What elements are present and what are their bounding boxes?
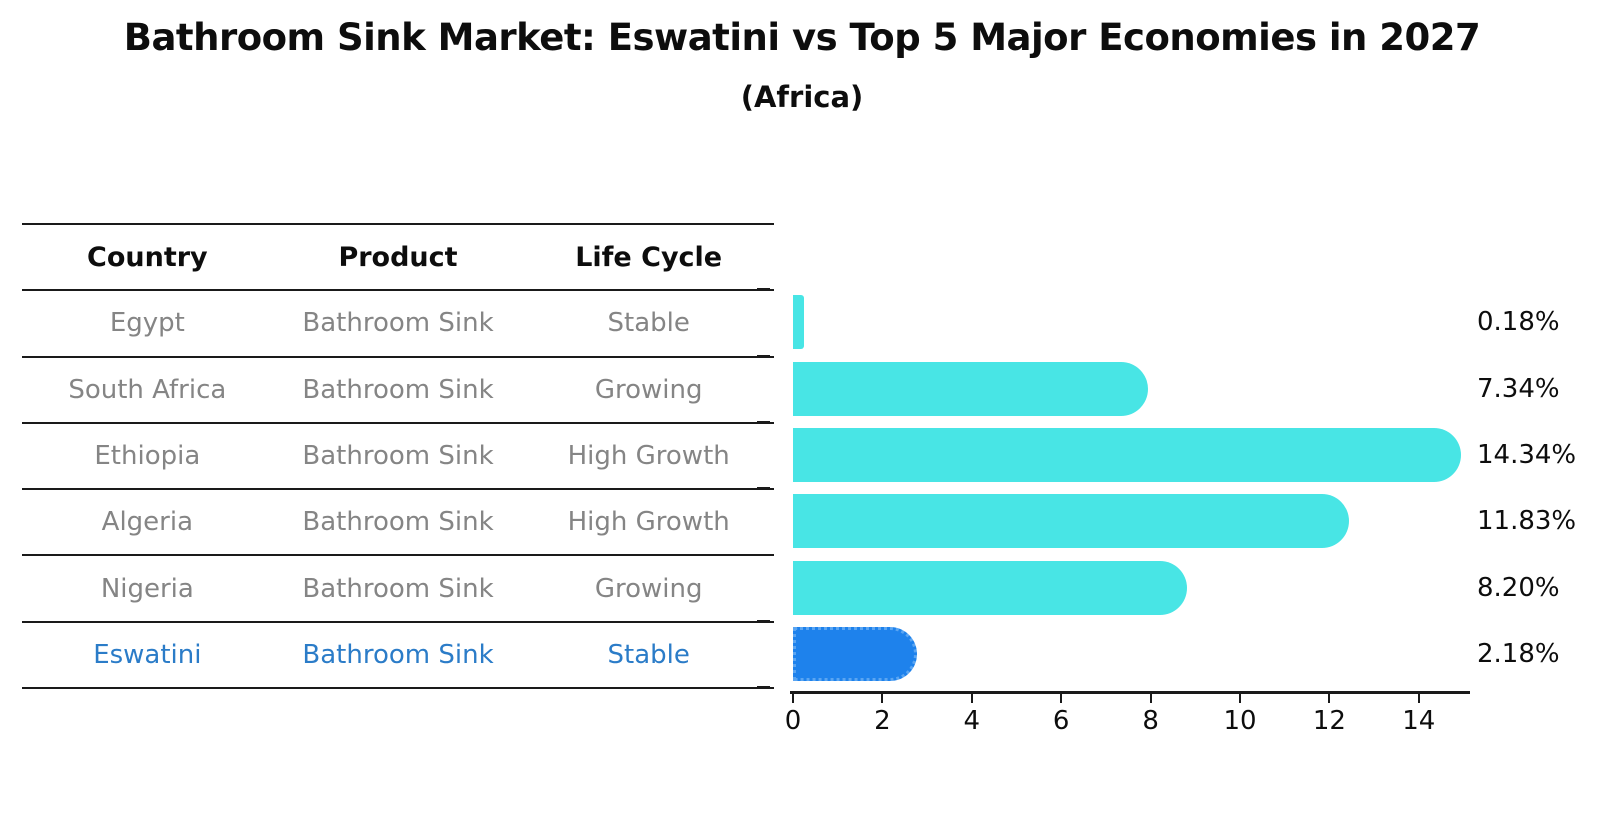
cell-product: Bathroom Sink — [302, 308, 494, 339]
x-tick-2 — [881, 694, 884, 703]
cell-life-cycle: Stable — [607, 308, 690, 339]
bar-nigeria — [793, 560, 1187, 615]
table-body: Egypt Bathroom Sink Stable South Africa Bath… — [22, 291, 774, 690]
x-tick-label-10: 10 — [1223, 706, 1257, 736]
column-header-country: Country — [87, 241, 208, 273]
x-tick-12 — [1328, 694, 1331, 703]
bar-eswatini — [793, 626, 918, 681]
x-tick-label-8: 8 — [1142, 706, 1159, 736]
cell-country: Eswatini — [93, 639, 202, 670]
x-tick-label-2: 2 — [874, 706, 891, 736]
x-tick-14 — [1417, 694, 1420, 703]
cell-product: Bathroom Sink — [302, 441, 494, 472]
y-tick — [757, 420, 770, 423]
bar-ethiopia — [793, 428, 1461, 483]
value-label-eswatini: 2.18% — [1477, 638, 1560, 669]
cell-country: Egypt — [109, 308, 185, 339]
x-tick-label-12: 12 — [1312, 706, 1346, 736]
column-header-life-cycle: Life Cycle — [575, 241, 723, 273]
page-title: Bathroom Sink Market: Eswatini vs Top 5 … — [123, 16, 1481, 59]
value-label-algeria: 11.83% — [1477, 506, 1577, 537]
cell-product: Bathroom Sink — [302, 573, 494, 604]
column-header-product: Product — [338, 241, 458, 273]
cell-life-cycle: High Growth — [567, 507, 730, 538]
x-tick-6 — [1060, 694, 1063, 703]
value-label-egypt: 0.18% — [1477, 307, 1560, 338]
x-tick-8 — [1149, 694, 1152, 703]
x-tick-10 — [1239, 694, 1241, 703]
comparison-table: Country Product Life Cycle Egypt Bathroom S… — [22, 223, 774, 690]
cell-country: Algeria — [101, 507, 194, 538]
bar-egypt — [793, 295, 805, 350]
value-label-ethiopia: 14.34% — [1477, 440, 1577, 471]
y-tick — [757, 288, 770, 291]
y-tick — [757, 354, 770, 357]
x-tick-label-0: 0 — [784, 706, 802, 736]
table-row-eswatini: Eswatini Bathroom Sink Stable — [22, 623, 774, 690]
x-tick-4 — [970, 694, 973, 703]
table-row-ethiopia: Ethiopia Bathroom Sink High Growth — [22, 424, 774, 491]
cell-life-cycle: Growing — [594, 573, 703, 604]
page-subtitle: (Africa) — [740, 80, 864, 114]
x-tick-0 — [792, 694, 794, 703]
cell-life-cycle: Stable — [607, 639, 690, 670]
cell-life-cycle: Growing — [594, 374, 703, 405]
x-tick-label-14: 14 — [1402, 706, 1436, 736]
cell-country: Ethiopia — [94, 441, 201, 472]
table-row-algeria: Algeria Bathroom Sink High Growth — [22, 490, 774, 557]
x-axis-line — [790, 691, 1470, 694]
table-header-row: Country Product Life Cycle — [22, 225, 774, 292]
bar-south-africa — [793, 361, 1149, 416]
y-tick — [757, 487, 770, 490]
cell-product: Bathroom Sink — [302, 507, 494, 538]
x-tick-label-4: 4 — [963, 706, 981, 736]
value-label-south-africa: 7.34% — [1477, 373, 1560, 404]
y-tick — [757, 686, 770, 689]
table-row-nigeria: Nigeria Bathroom Sink Growing — [22, 556, 774, 623]
table-row-egypt: Egypt Bathroom Sink Stable — [22, 291, 774, 358]
cell-country: Nigeria — [100, 573, 194, 604]
cell-country: South Africa — [68, 374, 227, 405]
cell-product: Bathroom Sink — [302, 374, 494, 405]
value-label-nigeria: 8.20% — [1477, 572, 1560, 603]
cell-product: Bathroom Sink — [302, 639, 494, 670]
y-tick — [757, 553, 770, 556]
cell-life-cycle: High Growth — [567, 441, 730, 472]
x-tick-label-6: 6 — [1052, 706, 1070, 736]
table-row-south-africa: South Africa Bathroom Sink Growing — [22, 358, 774, 424]
y-tick — [757, 619, 770, 622]
bar-algeria — [793, 494, 1349, 549]
